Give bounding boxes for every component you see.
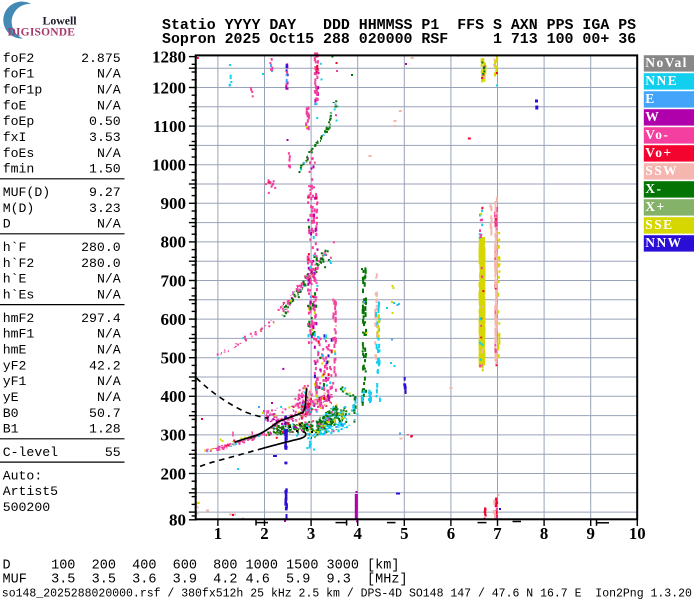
svg-text:55: 55: [105, 445, 121, 460]
svg-text:5: 5: [400, 524, 408, 543]
svg-text:h`E: h`E: [3, 272, 27, 287]
svg-text:3: 3: [307, 524, 315, 543]
svg-text:fmin: fmin: [3, 162, 35, 177]
svg-text:h`F2: h`F2: [3, 256, 35, 271]
svg-text:B1: B1: [3, 422, 19, 437]
svg-text:900: 900: [161, 194, 187, 213]
svg-text:h`Es: h`Es: [3, 288, 35, 303]
svg-text:800: 800: [161, 233, 187, 252]
svg-text:W: W: [645, 109, 660, 124]
svg-text:N/A: N/A: [97, 327, 121, 342]
svg-text:Vo-: Vo-: [645, 127, 669, 142]
svg-text:Auto:: Auto:: [3, 468, 43, 483]
svg-text:D: D: [3, 217, 11, 232]
svg-text:2: 2: [260, 524, 268, 543]
svg-text:Vo+: Vo+: [645, 145, 672, 160]
svg-text:hmF1: hmF1: [3, 327, 35, 342]
svg-text:hmF2: hmF2: [3, 311, 35, 326]
svg-text:280.0: 280.0: [81, 256, 121, 271]
svg-text:300: 300: [161, 426, 187, 445]
svg-text:MUF 3.5 3.5 3.6 3.9 4.2: MUF 3.5 3.5 3.6 3.9 4.2 4.6 5.9 9.3 [MHz…: [3, 573, 408, 588]
svg-text:X+: X+: [645, 199, 665, 214]
svg-text:N/A: N/A: [97, 288, 121, 303]
svg-text:SSE: SSE: [645, 217, 673, 232]
svg-text:6: 6: [447, 524, 455, 543]
svg-text:200: 200: [161, 464, 187, 483]
svg-text:NoVal: NoVal: [645, 55, 688, 70]
svg-text:B0: B0: [3, 406, 19, 421]
svg-text:42.2: 42.2: [89, 358, 121, 373]
svg-text:50.7: 50.7: [89, 406, 121, 421]
svg-text:3.23: 3.23: [89, 201, 121, 216]
svg-text:so148_2025288020000.rsf / 380f: so148_2025288020000.rsf / 380fx512h 25 k…: [2, 588, 692, 600]
svg-text:N/A: N/A: [97, 98, 121, 113]
svg-text:E: E: [645, 91, 655, 106]
svg-text:N/A: N/A: [97, 272, 121, 287]
svg-text:1.50: 1.50: [89, 162, 121, 177]
svg-text:1: 1: [214, 524, 222, 543]
svg-text:foE: foE: [3, 98, 27, 113]
svg-text:h`F: h`F: [3, 240, 27, 255]
svg-text:1000: 1000: [152, 156, 186, 175]
svg-text:C-level: C-level: [3, 445, 58, 460]
svg-text:0.50: 0.50: [89, 114, 121, 129]
svg-text:2.875: 2.875: [81, 51, 121, 66]
svg-text:700: 700: [161, 271, 187, 290]
svg-text:hmE: hmE: [3, 343, 27, 358]
svg-text:foF1p: foF1p: [3, 83, 43, 98]
svg-text:80: 80: [169, 511, 186, 530]
svg-text:X-: X-: [645, 181, 662, 196]
svg-text:N/A: N/A: [97, 390, 121, 405]
svg-text:NNE: NNE: [645, 73, 678, 88]
svg-text:SSW: SSW: [645, 163, 678, 178]
svg-text:yF2: yF2: [3, 358, 27, 373]
svg-text:8: 8: [540, 524, 548, 543]
svg-text:N/A: N/A: [97, 343, 121, 358]
svg-text:foF2: foF2: [3, 51, 35, 66]
svg-text:1.28: 1.28: [89, 422, 121, 437]
svg-text:N/A: N/A: [97, 217, 121, 232]
svg-text:10: 10: [629, 524, 646, 543]
svg-text:9.27: 9.27: [89, 185, 121, 200]
svg-text:1280: 1280: [152, 47, 186, 66]
svg-text:9: 9: [587, 524, 595, 543]
svg-text:Lowell: Lowell: [43, 14, 78, 28]
svg-text:Sopron 2025 Oct15 288 020000 R: Sopron 2025 Oct15 288 020000 RSF 1 713 1…: [162, 32, 636, 48]
svg-text:3.53: 3.53: [89, 130, 121, 145]
svg-text:N/A: N/A: [97, 146, 121, 161]
svg-text:N/A: N/A: [97, 83, 121, 98]
svg-text:foF1: foF1: [3, 67, 35, 82]
svg-text:M(D): M(D): [3, 201, 35, 216]
svg-text:1200: 1200: [152, 78, 186, 97]
svg-text:fxI: fxI: [3, 130, 27, 145]
svg-text:400: 400: [161, 387, 187, 406]
svg-text:MUF(D): MUF(D): [3, 185, 50, 200]
svg-text:D 100 200 400 600 800: D 100 200 400 600 800 1000 1500 3000 [km…: [3, 559, 400, 574]
svg-text:NNW: NNW: [645, 235, 682, 250]
svg-text:280.0: 280.0: [81, 240, 121, 255]
svg-text:4: 4: [354, 524, 363, 543]
svg-text:yE: yE: [3, 390, 19, 405]
svg-text:foEs: foEs: [3, 146, 35, 161]
svg-text:500: 500: [161, 349, 187, 368]
svg-text:1100: 1100: [153, 117, 186, 136]
svg-text:yF1: yF1: [3, 374, 27, 389]
svg-text:N/A: N/A: [97, 374, 121, 389]
svg-text:7: 7: [493, 524, 501, 543]
svg-text:Statio YYYY DAY DDD HHMMSS P: Statio YYYY DAY DDD HHMMSS P1 FFS S AXN …: [162, 18, 636, 34]
svg-text:600: 600: [161, 310, 187, 329]
svg-text:500200: 500200: [3, 500, 51, 515]
svg-text:297.4: 297.4: [81, 311, 121, 326]
svg-text:Artist5: Artist5: [3, 484, 58, 499]
svg-text:foEp: foEp: [3, 114, 35, 129]
svg-text:DIGISONDE: DIGISONDE: [8, 26, 76, 38]
svg-text:N/A: N/A: [97, 67, 121, 82]
